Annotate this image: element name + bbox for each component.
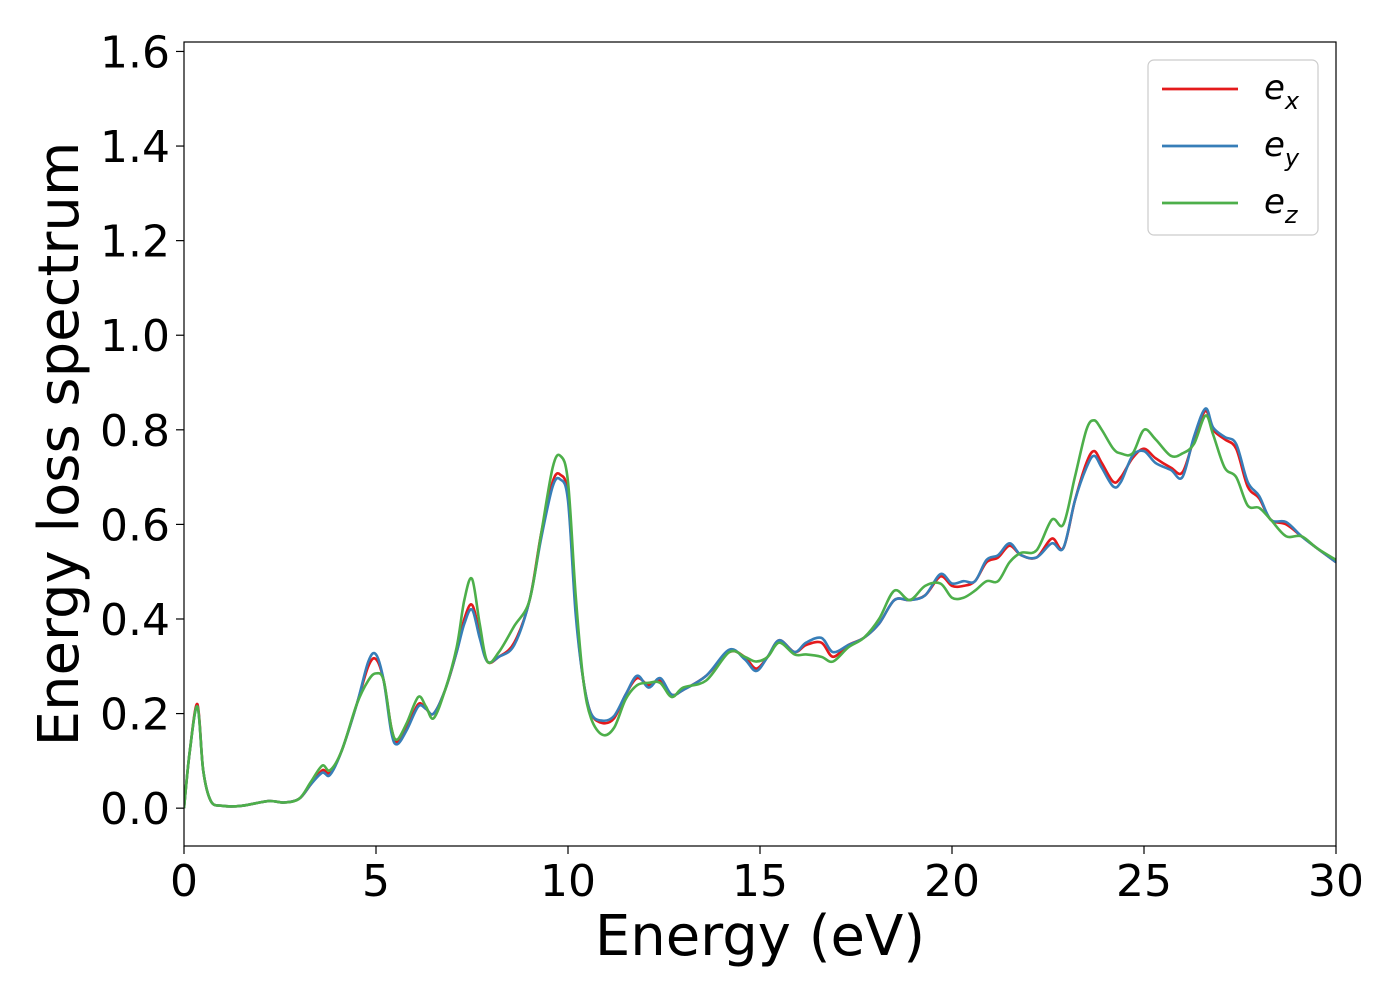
y-tick-label: 1.6 [100, 27, 170, 78]
x-tick-label: 20 [924, 856, 980, 907]
x-tick-label: 25 [1116, 856, 1172, 907]
y-tick-label: 0.8 [100, 406, 170, 457]
y-tick-label: 0.2 [100, 690, 170, 741]
x-tick-label: 15 [732, 856, 788, 907]
y-tick-label: 1.4 [100, 122, 170, 173]
y-tick-label: 0.0 [100, 784, 170, 835]
x-tick-label: 0 [170, 856, 198, 907]
x-tick-label: 30 [1308, 856, 1364, 907]
x-tick-label: 5 [362, 856, 390, 907]
series-line-y [184, 407, 1336, 809]
y-tick-label: 0.4 [100, 595, 170, 646]
y-axis-title: Energy loss spectrum [27, 142, 92, 747]
legend-label-x: ex [1264, 68, 1300, 115]
plot-area [184, 407, 1336, 809]
x-tick-label: 10 [540, 856, 596, 907]
y-axis: 0.0 0.2 0.4 0.6 0.8 1.0 1.2 1.4 1.6 [100, 27, 184, 835]
x-axis: 0 5 10 15 20 25 30 [170, 846, 1364, 907]
y-tick-label: 1.0 [100, 311, 170, 362]
y-tick-label: 0.6 [100, 500, 170, 551]
legend-box [1147, 59, 1319, 236]
series-line-z [184, 414, 1336, 809]
legend-label-y: ey [1264, 125, 1300, 172]
x-axis-title: Energy (eV) [595, 904, 925, 969]
legend: ex ey ez [1147, 59, 1319, 236]
y-tick-label: 1.2 [100, 217, 170, 268]
legend-label-z: ez [1264, 182, 1299, 229]
